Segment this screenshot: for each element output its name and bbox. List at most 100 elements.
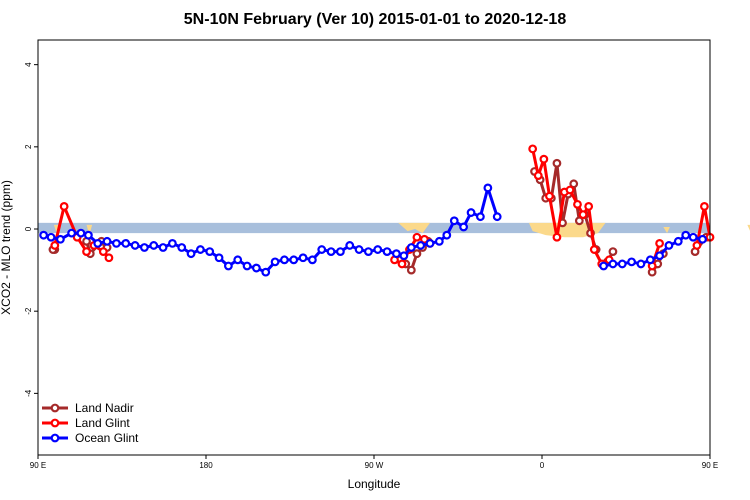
ocean-glint-point	[645, 255, 655, 265]
ocean-glint-point	[326, 247, 336, 257]
land-glint-point	[82, 247, 91, 257]
x-axis: 90 E 180 90 W 0 90 E	[30, 455, 718, 470]
land-glint-point	[578, 210, 588, 220]
ocean-glint-point	[195, 245, 205, 254]
ocean-glint-point	[214, 253, 224, 263]
land-glint-point	[104, 253, 114, 263]
ocean-glint-point	[425, 238, 435, 248]
ocean-glint-point	[382, 247, 392, 257]
ocean-glint-point	[121, 238, 131, 248]
ocean-glint-point	[270, 257, 280, 267]
ocean-glint-point	[364, 247, 373, 257]
ocean-glint-point	[251, 263, 261, 273]
ocean-glint-point	[186, 249, 196, 259]
x-tick-label: 0	[540, 461, 545, 470]
ocean-glint-point	[345, 241, 355, 250]
ocean-glint-point	[434, 236, 444, 246]
land-nadir-point	[608, 247, 618, 257]
legend-marker-land-glint	[50, 418, 60, 428]
ocean-glint-point	[336, 247, 345, 257]
ocean-glint-point	[177, 243, 187, 252]
land-shape	[53, 224, 59, 234]
land-glint-point	[552, 232, 562, 242]
ocean-glint-point	[492, 212, 502, 222]
ocean-glint-point	[698, 234, 707, 244]
ocean-glint-point	[167, 238, 177, 248]
ocean-glint-point	[111, 238, 121, 248]
ocean-glint-point	[149, 241, 159, 250]
ocean-glint-point	[205, 247, 215, 257]
land-glint-line	[53, 204, 88, 253]
land-glint-point	[98, 247, 108, 257]
ocean-glint-point	[449, 216, 459, 226]
x-axis-label: Longitude	[348, 477, 401, 491]
legend-label-land-nadir: Land Nadir	[75, 401, 134, 415]
ocean-glint-point	[442, 230, 452, 240]
legend-label-land-glint: Land Glint	[75, 416, 130, 430]
ocean-glint-point	[130, 241, 140, 250]
ocean-glint-point	[673, 236, 683, 246]
land-glint-point	[692, 241, 702, 250]
land-glint-point	[573, 199, 582, 209]
ocean-glint-point	[688, 232, 698, 242]
y-tick-label: 0	[24, 226, 33, 231]
land-glint-point	[412, 232, 422, 242]
ocean-glint-point	[76, 228, 86, 238]
ocean-glint-point	[617, 259, 627, 269]
land-glint-point	[565, 185, 575, 195]
land-shape	[86, 224, 93, 236]
ocean-glint-point	[83, 230, 93, 240]
land-glint-point	[397, 259, 407, 269]
ocean-glint-point	[664, 241, 674, 250]
reference-band	[38, 222, 710, 234]
ocean-glint-point	[681, 230, 691, 240]
ocean-glint-point	[233, 255, 243, 265]
ocean-glint-point	[354, 245, 364, 254]
ocean-glint-point	[261, 267, 271, 277]
ocean-glint-point	[67, 228, 76, 238]
ocean-glint-point	[599, 261, 608, 271]
land-nadir-point	[574, 216, 584, 226]
ocean-glint-point	[56, 234, 65, 244]
ocean-glint-point	[608, 259, 618, 269]
land-glint-point	[420, 234, 429, 244]
land-glint-point	[589, 245, 599, 254]
x-tick-label: 90 E	[702, 461, 718, 470]
land-glint-point	[700, 202, 709, 211]
ocean-glint-point	[655, 251, 664, 261]
ocean-glint-point	[636, 259, 646, 269]
land-nadir-point	[406, 265, 416, 275]
y-axis-label: XCO2 - MLO trend (ppm)	[0, 180, 13, 315]
land-nadir-point	[552, 158, 562, 168]
y-tick-label: -4	[24, 389, 33, 397]
x-tick-label: 90 E	[30, 461, 46, 470]
y-axis: -4 -2 0 2 4	[24, 62, 38, 397]
x-tick-label: 90 W	[365, 461, 384, 470]
legend-label-ocean-glint: Ocean Glint	[75, 431, 139, 445]
ocean-glint-point	[392, 249, 401, 259]
land-nadir-point	[569, 179, 579, 189]
land-shape	[747, 224, 750, 231]
ocean-glint-point	[483, 183, 493, 193]
ocean-glint-point	[158, 243, 168, 252]
land-glint-point	[59, 202, 69, 211]
ocean-glint-point	[459, 222, 469, 232]
land-glint-point	[533, 171, 543, 180]
ocean-glint-point	[242, 261, 252, 271]
ocean-glint-point	[139, 243, 149, 252]
x-tick-label: 180	[199, 461, 213, 470]
legend-marker-land-nadir	[50, 403, 60, 413]
legend-marker-ocean-glint	[50, 433, 60, 443]
land-glint-point	[655, 238, 664, 248]
reference-band-rect	[38, 222, 710, 234]
ocean-glint-point	[466, 208, 476, 217]
land-glint-point	[528, 144, 538, 154]
land-glint-point	[584, 202, 594, 211]
y-tick-label: -2	[24, 307, 33, 315]
land-nadir-point	[412, 249, 422, 259]
ocean-glint-point	[102, 236, 112, 246]
ocean-glint-point	[406, 243, 416, 252]
ocean-glint-point	[476, 212, 485, 222]
land-glint-point	[50, 241, 60, 250]
